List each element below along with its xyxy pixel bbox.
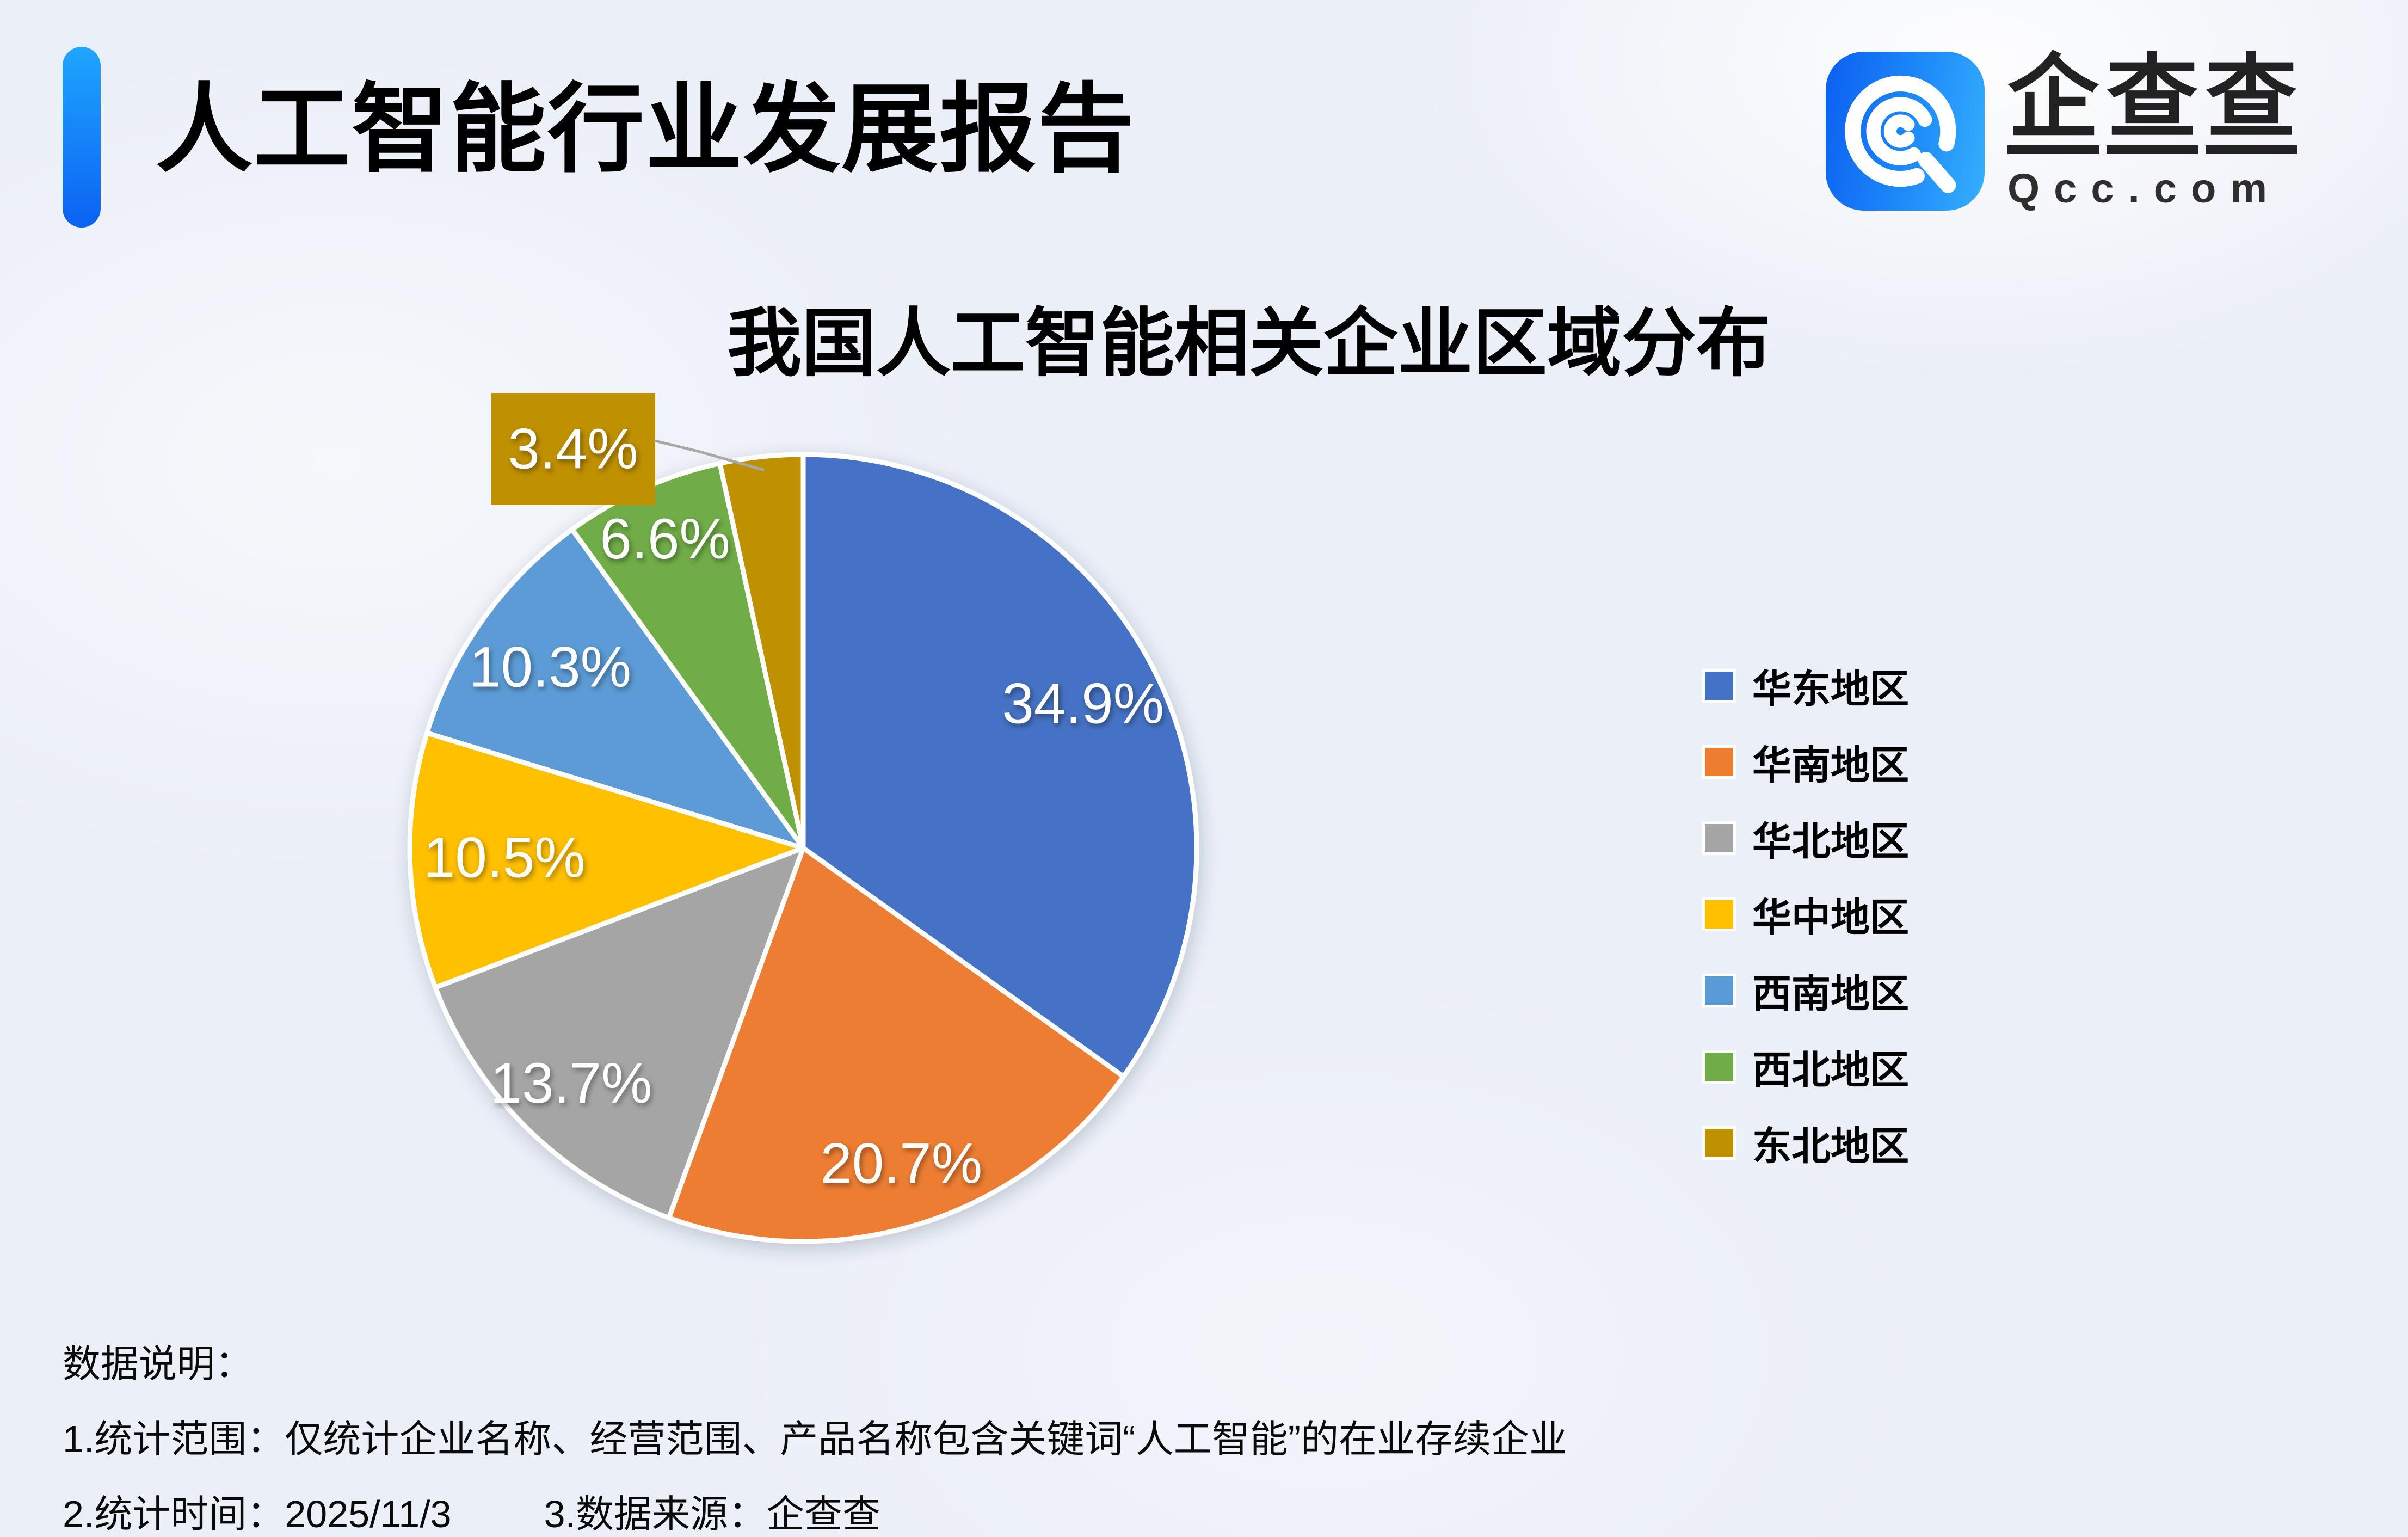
pie-callout-box (491, 393, 655, 505)
legend-swatch (1702, 668, 1736, 703)
legend-label: 东北地区 (1752, 1125, 1910, 1169)
logo-char: 企 (2007, 52, 2099, 154)
chart-legend: 华东地区华南地区华北地区华中地区西南地区西北地区东北地区 (1702, 666, 1909, 1169)
legend-swatch (1702, 1049, 1736, 1084)
note-statistics-scope: 1.统计范围：仅统计企业名称、经营范围、产品名称包含关键词“人工智能”的在业存续… (63, 1418, 1567, 1460)
logo-domain: Qcc.com (2007, 165, 2282, 212)
title-accent-bar (63, 47, 101, 228)
pie-callout-label: 3.4% (508, 417, 638, 481)
legend-item: 西南地区 (1702, 970, 1909, 1016)
qcc-logo: 企查查 Qcc.com (1826, 52, 2305, 212)
page-title: 人工智能行业发展报告 (156, 75, 1135, 183)
pie-label-0: 34.9% (1002, 672, 1164, 736)
legend-item: 华中地区 (1702, 894, 1909, 940)
legend-label: 西北地区 (1752, 1049, 1910, 1092)
legend-item: 华北地区 (1702, 818, 1909, 864)
pie-label-3: 10.5% (423, 826, 586, 890)
legend-swatch (1702, 821, 1736, 855)
chart-title: 我国人工智能相关企业区域分布 (726, 302, 1771, 385)
legend-label: 西南地区 (1752, 973, 1910, 1016)
note-row: 2.统计时间：2025/11/3 3.数据来源：企查查 (63, 1484, 880, 1537)
logo-company-name: 企查查 (2007, 52, 2305, 154)
legend-item: 东北地区 (1702, 1123, 1909, 1169)
legend-swatch (1702, 745, 1736, 779)
pie-slice-2 (433, 845, 806, 1221)
pie-slice-1 (666, 845, 1126, 1244)
pie-chart: 34.9% 20.7% 13.7% 10.5% 10.3% 6.6% 3.4% (407, 393, 1199, 1244)
pie-callout-leader-line (654, 439, 765, 471)
legend-label: 华北地区 (1752, 820, 1910, 864)
note-data-source: 3.数据来源：企查查 (544, 1493, 880, 1535)
pie-slice-3 (407, 730, 806, 990)
legend-item: 华东地区 (1702, 666, 1909, 711)
legend-label: 华南地区 (1752, 744, 1910, 788)
note-statistics-time: 2.统计时间：2025/11/3 (63, 1493, 452, 1535)
pie-slice-0 (800, 452, 1199, 1079)
logo-char: 查 (2107, 52, 2198, 154)
pie-label-4: 10.3% (469, 636, 631, 699)
legend-swatch (1702, 1126, 1736, 1160)
legend-item: 华南地区 (1702, 742, 1909, 788)
logo-text-block: 企查查 Qcc.com (2007, 52, 2305, 212)
legend-swatch (1702, 897, 1736, 931)
legend-swatch (1702, 973, 1736, 1007)
legend-label: 华东地区 (1752, 668, 1910, 711)
pie-label-5: 6.6% (600, 507, 730, 571)
notes-heading: 数据说明： (63, 1343, 253, 1385)
pie-slice-6 (717, 452, 806, 851)
logo-char: 查 (2206, 52, 2297, 154)
legend-item: 西北地区 (1702, 1047, 1909, 1092)
qcc-logo-icon (1826, 52, 1985, 211)
pie-label-1: 20.7% (820, 1132, 982, 1196)
pie-label-2: 13.7% (490, 1052, 652, 1115)
pie-slice-4 (424, 527, 806, 851)
qcc-spiral-q-glyph (1845, 75, 1956, 193)
legend-label: 华中地区 (1752, 896, 1910, 940)
